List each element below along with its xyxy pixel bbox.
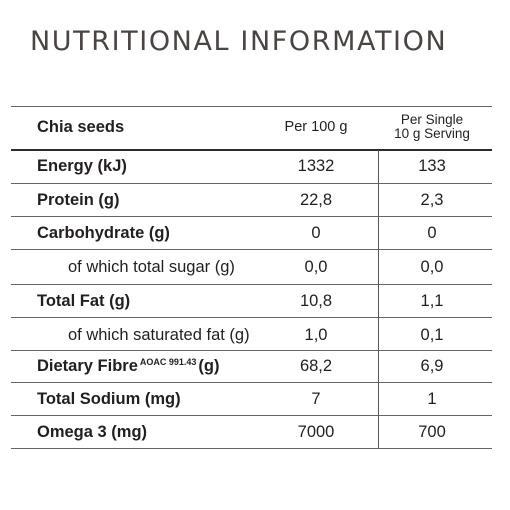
table-bottom-rule <box>11 448 492 449</box>
row-label: Carbohydrate (g) <box>37 224 170 242</box>
page-title: NUTRITIONAL INFORMATION <box>30 26 448 57</box>
row-label: Omega 3 (mg) <box>37 423 148 441</box>
value-per-serving: 6,9 <box>420 357 444 375</box>
value-per-100g: 7000 <box>297 423 335 441</box>
column-header-per-100g: Per 100 g <box>284 119 348 135</box>
column-header-per-serving: Per Single 10 g Serving <box>377 113 487 141</box>
product-name: Chia seeds <box>37 118 125 136</box>
table-row: Protein (g) 22,8 2,3 <box>11 184 492 216</box>
row-divider <box>11 249 492 250</box>
row-divider <box>11 284 492 285</box>
value-per-100g: 0,0 <box>304 258 328 276</box>
column-header-line: 10 g Serving <box>394 126 470 141</box>
value-per-serving: 0,0 <box>420 258 444 276</box>
table-row: of which total sugar (g) 0,0 0,0 <box>11 250 492 284</box>
table-row: of which saturated fat (g) 1,0 0,1 <box>11 318 492 350</box>
row-label: of which total sugar (g) <box>68 258 235 276</box>
value-per-serving: 0,1 <box>420 326 444 344</box>
value-per-100g: 1,0 <box>304 326 328 344</box>
value-per-serving: 1,1 <box>420 292 444 310</box>
row-label: Dietary Fibre AOAC 991.43 (g) <box>37 357 219 376</box>
row-label: Total Fat (g) <box>37 292 131 310</box>
row-label: Protein (g) <box>37 191 120 209</box>
row-label: Energy (kJ) <box>37 157 127 175</box>
header-rule <box>11 149 492 151</box>
value-per-100g: 0 <box>311 224 321 242</box>
value-per-100g: 22,8 <box>299 191 333 209</box>
table-row: Total Sodium (mg) 7 1 <box>11 383 492 415</box>
row-label: of which saturated fat (g) <box>68 326 250 344</box>
column-header-line: Per Single <box>400 112 464 127</box>
row-divider <box>11 350 492 351</box>
value-per-100g: 68,2 <box>299 357 333 375</box>
row-divider <box>11 317 492 318</box>
column-divider <box>378 150 379 448</box>
table-row: Energy (kJ) 1332 133 <box>11 150 492 183</box>
table-row: Carbohydrate (g) 0 0 <box>11 217 492 249</box>
row-label: Total Sodium (mg) <box>37 390 181 408</box>
value-per-serving: 2,3 <box>420 191 444 209</box>
row-label-text: Dietary Fibre <box>37 357 138 375</box>
value-per-serving: 1 <box>427 390 437 408</box>
row-divider <box>11 382 492 383</box>
row-divider <box>11 415 492 416</box>
table-top-rule <box>11 106 492 107</box>
table-row: Omega 3 (mg) 7000 700 <box>11 416 492 448</box>
row-label-unit: (g) <box>198 357 220 375</box>
value-per-100g: 10,8 <box>299 292 333 310</box>
method-standard: AOAC 991.43 <box>139 357 197 367</box>
row-divider <box>11 216 492 217</box>
table-row: Dietary Fibre AOAC 991.43 (g) 68,2 6,9 <box>11 351 492 382</box>
value-per-100g: 1332 <box>297 157 335 175</box>
value-per-serving: 133 <box>418 157 446 175</box>
value-per-serving: 700 <box>418 423 446 441</box>
value-per-serving: 0 <box>427 224 437 242</box>
table-row: Total Fat (g) 10,8 1,1 <box>11 285 492 317</box>
row-divider <box>11 183 492 184</box>
value-per-100g: 7 <box>311 390 321 408</box>
table-header: Chia seeds Per 100 g Per Single 10 g Ser… <box>11 106 492 149</box>
